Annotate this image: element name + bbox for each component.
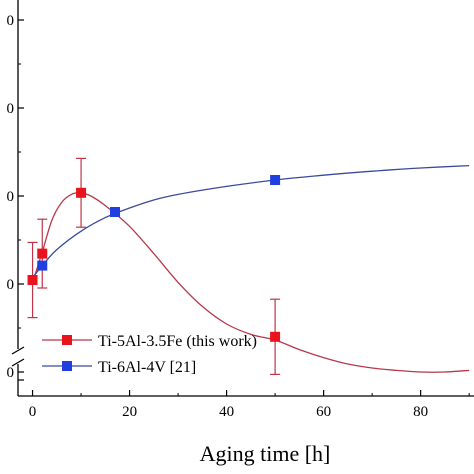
x-tick-label-2: 40	[219, 404, 234, 420]
axes	[11, 0, 474, 397]
legend-label-0: Ti-5Al-3.5Fe (this work)	[98, 333, 257, 350]
fit-curves	[31, 164, 470, 373]
legend-marker-1	[62, 361, 72, 371]
x-axis-title: Aging time [h]	[200, 441, 331, 466]
y-tick-label-4: 0	[7, 13, 15, 29]
y-tick-label-0: 0	[7, 365, 15, 381]
data-point-0-1	[37, 248, 48, 259]
data-markers	[27, 175, 281, 342]
axis-break-mark-2	[11, 358, 25, 367]
x-tick-label-0: 0	[29, 404, 37, 420]
data-point-0-3	[270, 331, 281, 342]
axis-break-mark-1	[11, 346, 25, 355]
data-point-0-0	[27, 275, 38, 285]
data-point-0-2	[76, 187, 87, 198]
x-tick-label-4: 80	[413, 404, 428, 420]
y-tick-label-3: 0	[7, 101, 15, 117]
legend: Ti-5Al-3.5Fe (this work) Ti-6Al-4V [21]	[42, 333, 257, 376]
tick-labels: 0 20 40 60 80 0 0 0 0 0	[7, 13, 429, 420]
data-point-1-1	[110, 207, 121, 217]
legend-label-1: Ti-6Al-4V [21]	[98, 359, 196, 376]
fit-curve-0	[31, 192, 470, 373]
y-tick-label-1: 0	[7, 277, 15, 293]
data-point-1-2	[270, 175, 281, 185]
y-tick-label-2: 0	[7, 189, 15, 205]
data-point-1-0	[37, 260, 48, 271]
legend-marker-0	[62, 335, 72, 345]
x-tick-label-1: 20	[122, 404, 137, 420]
fit-curve-1	[32, 164, 470, 279]
x-tick-label-3: 60	[316, 404, 331, 420]
